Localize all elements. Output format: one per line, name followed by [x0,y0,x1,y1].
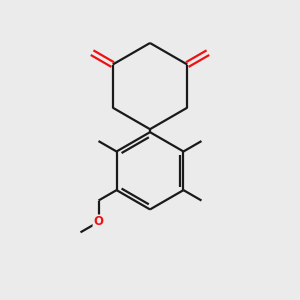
Text: O: O [94,215,103,228]
